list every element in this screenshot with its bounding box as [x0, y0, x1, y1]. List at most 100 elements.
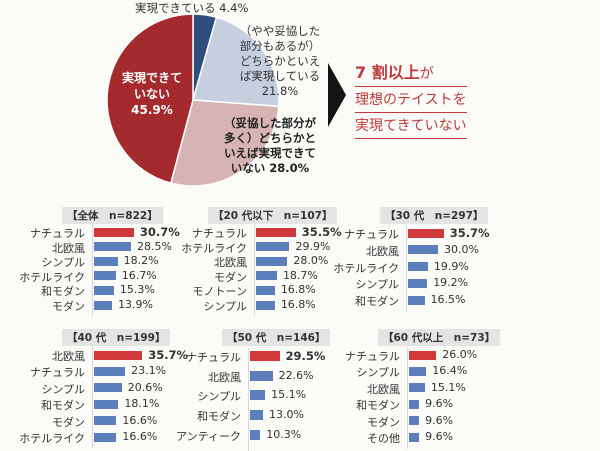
bar	[409, 432, 420, 442]
category-label: モノトーン	[192, 285, 247, 299]
bar	[94, 366, 126, 376]
bar	[256, 256, 288, 266]
bar	[409, 399, 420, 409]
label-line: いえば実現できて	[224, 146, 316, 160]
category-label: アンティーク	[176, 429, 241, 443]
callout-line1-rest: が	[419, 66, 434, 82]
category-label: 和モダン	[356, 399, 400, 413]
bar	[250, 410, 263, 421]
bar	[94, 227, 134, 237]
value-label: 22.6%	[278, 368, 314, 382]
callout-line-1: 7 割以上が	[355, 62, 467, 87]
panel-title: 【50 代 n=146】	[222, 329, 331, 346]
value-label: 18.7%	[282, 268, 318, 282]
category-label: 北欧風	[208, 370, 241, 384]
category-label: ホテルライク	[19, 432, 85, 445]
value-label: 28.5%	[137, 239, 172, 253]
label-line: 45.9%	[131, 103, 173, 117]
label-line: どちらかといえ	[239, 54, 321, 68]
panel-title: 【全体 n=822】	[62, 207, 163, 224]
value-label: 35.7%	[449, 226, 490, 240]
axis-line	[92, 224, 93, 316]
value-label: 9.6%	[425, 397, 454, 411]
bar	[408, 245, 438, 255]
bar	[94, 271, 116, 281]
category-label: ナチュラル	[30, 366, 85, 380]
bar	[94, 416, 117, 426]
pie-slice	[106, 13, 194, 185]
bar	[408, 262, 428, 272]
category-label: シンプル	[356, 366, 400, 380]
label-line: 多く）どちらかと	[224, 131, 316, 145]
category-label: ホテルライク	[333, 261, 399, 275]
value-label: 15.1%	[430, 380, 466, 394]
bar	[94, 285, 114, 295]
value-label: 16.5%	[430, 293, 466, 307]
bar	[409, 383, 425, 393]
value-label: 28.0%	[293, 254, 329, 268]
label-line: いない 28.0%	[230, 161, 310, 175]
label-line: いない	[133, 87, 170, 101]
bar	[94, 432, 117, 442]
value-label: 30.7%	[139, 225, 180, 239]
value-label: 13.0%	[269, 408, 304, 422]
category-label: ホテルライク	[181, 241, 247, 255]
category-label: ホテルライク	[19, 270, 85, 284]
value-label: 35.7%	[148, 348, 189, 362]
category-label: シンプル	[355, 278, 399, 292]
category-label: 和モダン	[355, 295, 399, 309]
axis-line	[406, 225, 407, 313]
category-label: シンプル	[41, 256, 85, 270]
value-label: 20.6%	[127, 380, 163, 394]
label-line: ば実現している	[239, 69, 321, 83]
value-label: 16.6%	[122, 413, 158, 427]
pie-chart	[106, 13, 280, 187]
value-label: 9.6%	[425, 430, 454, 443]
bar	[256, 285, 275, 295]
category-label: 北欧風	[214, 256, 247, 270]
value-label: 29.5%	[285, 349, 326, 363]
bar	[94, 300, 113, 310]
axis-line	[254, 224, 255, 316]
value-label: 29.9%	[295, 239, 331, 253]
pie-label-somewhat-not-realized: （妥協した部分が 多く）どちらかと いえば実現できて いない 28.0%	[214, 116, 326, 176]
value-label: 16.8%	[280, 298, 316, 311]
category-label: 和モダン	[41, 399, 85, 413]
value-label: 16.4%	[432, 364, 468, 378]
category-label: その他	[367, 432, 400, 445]
category-label: モダン	[214, 270, 247, 284]
label-line: 実現できて	[121, 71, 182, 85]
bar	[250, 390, 266, 401]
category-label: シンプル	[203, 300, 247, 313]
value-label: 13.9%	[118, 298, 154, 311]
bar	[94, 399, 119, 409]
bar	[409, 366, 427, 376]
pie-label-somewhat-realized: （やや妥協した 部分もあるが） どちらかといえ ば実現している 21.8%	[232, 24, 328, 99]
label-line: （やや妥協した	[239, 24, 321, 38]
category-label: モダン	[52, 300, 85, 313]
axis-line	[248, 348, 249, 451]
category-label: ナチュラル	[345, 350, 400, 363]
bar	[94, 350, 143, 360]
axis-line	[407, 347, 408, 450]
bar	[408, 228, 444, 238]
callout-text: 7 割以上が 理想のテイストを 実現てきていない	[355, 62, 467, 141]
bar	[408, 278, 428, 288]
pie-label-realized: 実現できている 4.4%	[135, 1, 249, 15]
category-label: ナチュラル	[192, 227, 247, 240]
bar	[256, 227, 296, 237]
panel-title: 【60 代以上 n=73】	[378, 329, 501, 346]
value-label: 16.6%	[122, 430, 158, 443]
value-label: 16.7%	[121, 268, 157, 282]
bar	[250, 429, 261, 440]
value-label: 19.2%	[433, 276, 469, 290]
category-label: 北欧風	[367, 382, 400, 396]
value-label: 35.5%	[301, 225, 342, 239]
category-label: ナチュラル	[344, 228, 399, 241]
pie-slice	[192, 16, 280, 108]
value-label: 18.1%	[124, 397, 160, 411]
value-label: 30.0%	[444, 242, 479, 256]
bar	[256, 300, 275, 310]
value-label: 19.9%	[433, 259, 469, 273]
value-label: 23.1%	[131, 364, 167, 378]
